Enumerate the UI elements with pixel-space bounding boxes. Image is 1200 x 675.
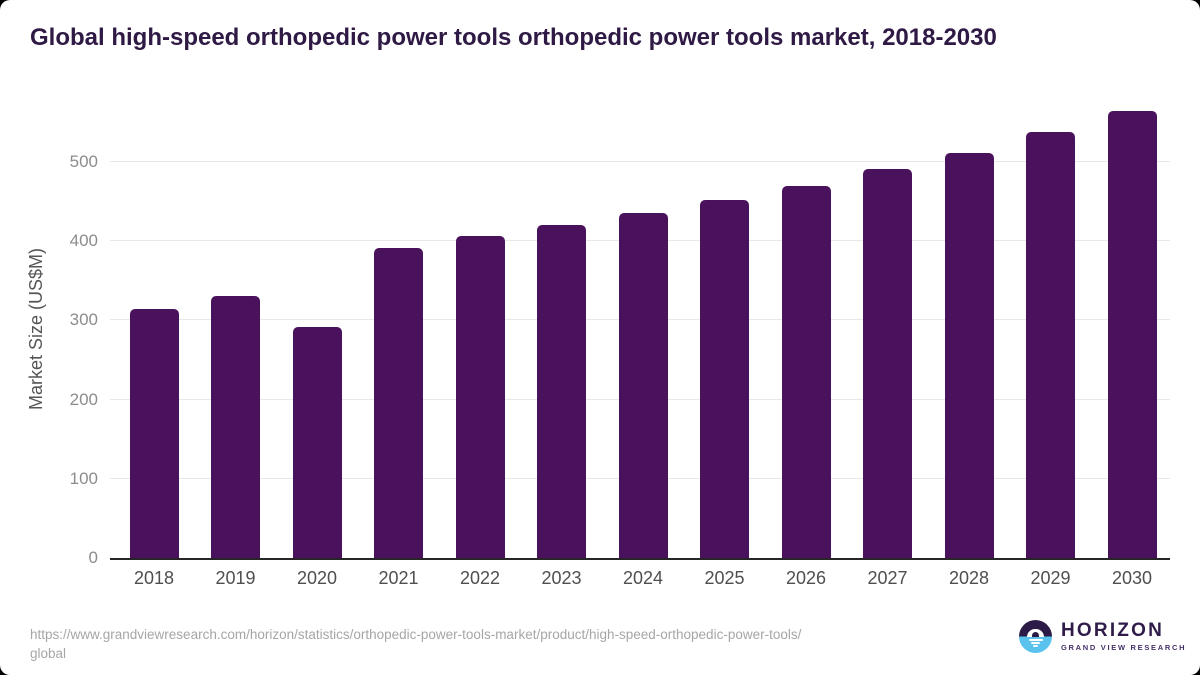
y-tick-label-200: 200	[69, 389, 98, 409]
logo-brand-name: HORIZON	[1061, 620, 1165, 641]
bar-2022[interactable]	[455, 236, 505, 558]
plot-area: 0 100 200 300 400 500 2018 2019 2020 2021 2022 2023…	[70, 100, 1170, 588]
bar-2028[interactable]	[944, 152, 994, 558]
bar-2018[interactable]	[129, 308, 179, 558]
source-url: https://www.grandviewresearch.com/horizo…	[30, 625, 801, 663]
chart-title: Global high-speed orthopedic power tools…	[30, 24, 997, 51]
y-tick-label-0: 0	[88, 548, 98, 567]
x-tick-label-2022: 2022	[459, 568, 501, 588]
y-tick-label-500: 500	[69, 152, 98, 171]
bar-2025[interactable]	[700, 200, 749, 558]
bar-2024[interactable]	[618, 212, 668, 558]
bar-2030[interactable]	[1107, 111, 1157, 558]
x-tick-label-2024: 2024	[622, 568, 664, 588]
x-tick-label-2028: 2028	[948, 568, 990, 588]
y-tick-label-300: 300	[69, 310, 98, 330]
gridline-500	[110, 161, 1170, 162]
sun-icon	[1027, 628, 1044, 637]
x-tick-label-2019: 2019	[215, 568, 256, 588]
horizon-logo: HORIZON GRAND VIEW RESEARCH	[1019, 620, 1186, 653]
bar-2023[interactable]	[537, 225, 586, 558]
x-tick-label-2029: 2029	[1030, 568, 1071, 588]
y-tick-label-100: 100	[69, 468, 98, 488]
bar-2029[interactable]	[1026, 131, 1075, 558]
x-tick-label-2021: 2021	[378, 568, 419, 588]
horizon-logo-text: HORIZON GRAND VIEW RESEARCH	[1061, 621, 1186, 652]
y-tick-label-400: 400	[69, 231, 98, 251]
bar-2027[interactable]	[863, 169, 912, 558]
bar-2020[interactable]	[292, 326, 342, 558]
x-tick-label-2020: 2020	[296, 568, 338, 588]
horizon-sun-icon	[1019, 620, 1052, 653]
logo-brand-subtitle: GRAND VIEW RESEARCH	[1061, 643, 1187, 652]
x-tick-label-2026: 2026	[785, 568, 827, 588]
x-tick-label-2027: 2027	[867, 568, 908, 588]
source-url-line1: https://www.grandviewresearch.com/horizo…	[30, 627, 802, 642]
x-tick-label-2025: 2025	[704, 568, 745, 588]
bar-2019[interactable]	[211, 295, 260, 558]
x-tick-label-2030: 2030	[1111, 568, 1153, 588]
y-axis-title: Market Size (US$M)	[26, 247, 46, 411]
bar-2021[interactable]	[374, 248, 423, 558]
x-tick-label-2023: 2023	[541, 568, 582, 588]
source-url-line2: global	[30, 646, 67, 661]
bar-2026[interactable]	[781, 185, 831, 558]
x-tick-label-2018: 2018	[133, 568, 175, 588]
